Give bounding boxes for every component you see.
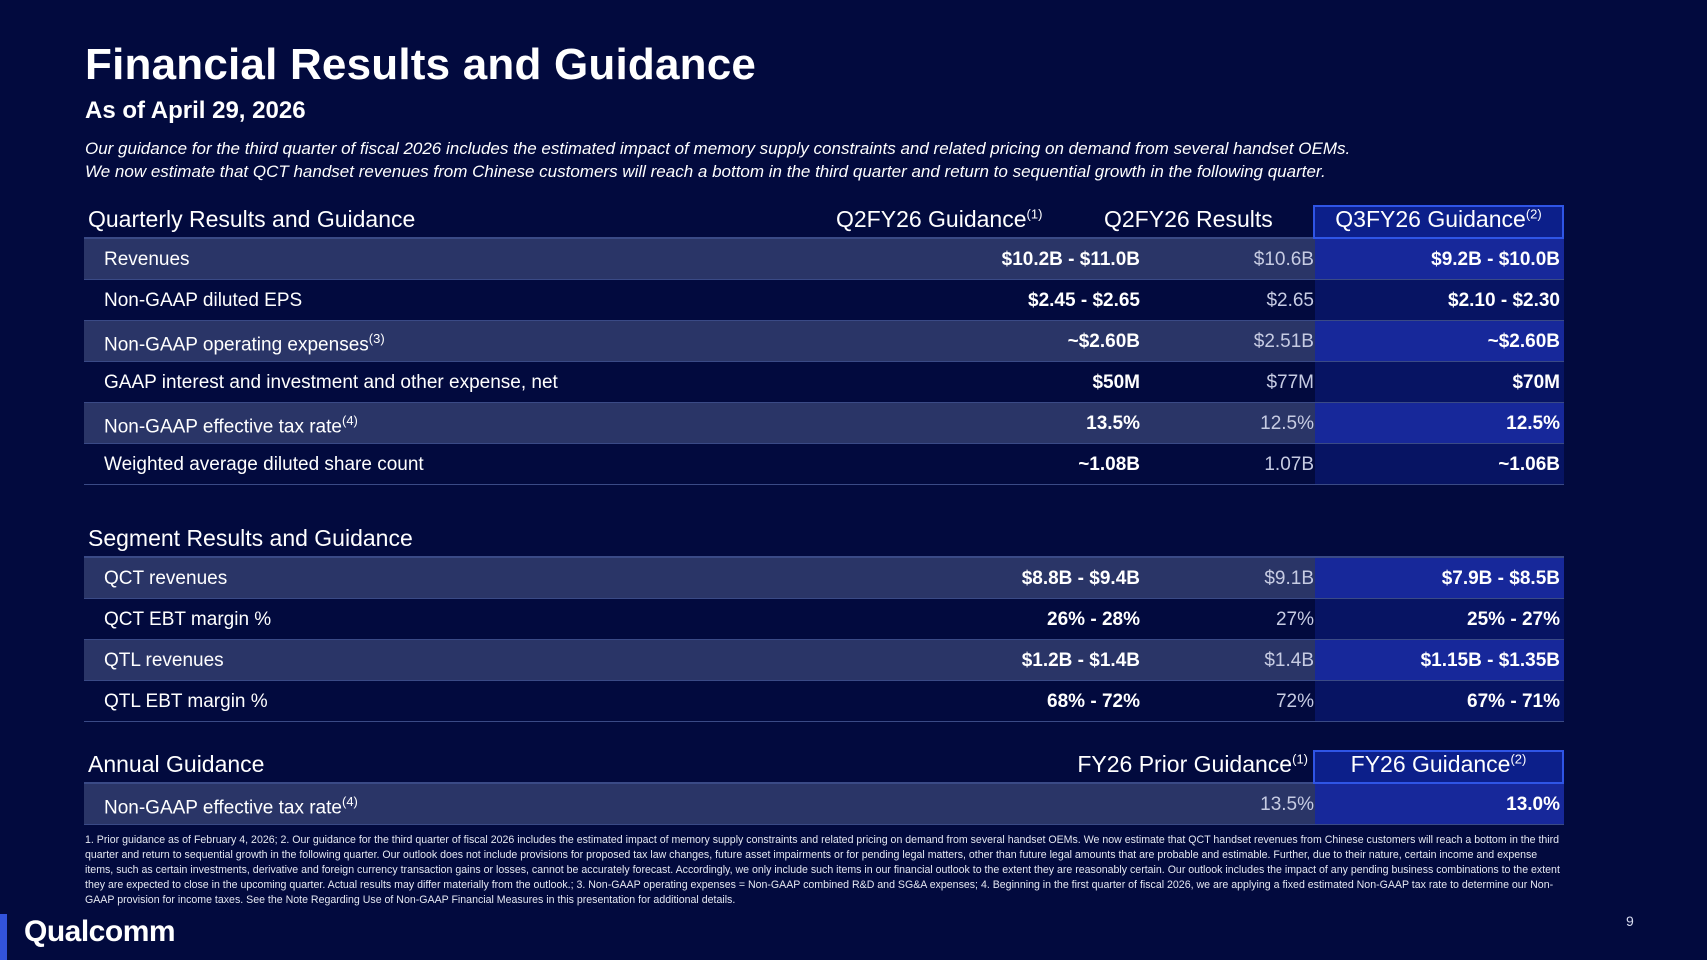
segment-header: Segment Results and Guidance xyxy=(84,520,1564,558)
segment-prior-guidance-value: $1.2B - $1.4B xyxy=(1021,650,1140,671)
quarterly-row: Non-GAAP diluted EPS $2.45 - $2.65 $2.65 $2… xyxy=(84,280,1564,321)
segment-row: QCT EBT margin % 26% - 28% 27% 25% - 27% xyxy=(84,599,1564,640)
segment-guidance-value: $7.9B - $8.5B xyxy=(1441,568,1560,589)
col-q3-guidance-highlight xyxy=(1313,205,1564,239)
intro-line-2: We now estimate that QCT handset revenue… xyxy=(85,162,1326,181)
intro-text: Our guidance for the third quarter of fi… xyxy=(85,137,1645,183)
quarterly-prior-guidance-value: $10.2B - $11.0B xyxy=(1001,249,1140,270)
page-number: 9 xyxy=(1626,913,1634,929)
highlight-cell xyxy=(1315,280,1564,320)
quarterly-row-label: Non-GAAP diluted EPS xyxy=(104,290,303,311)
segment-row: QTL EBT margin % 68% - 72% 72% 67% - 71% xyxy=(84,681,1564,722)
quarterly-guidance-value: ~$2.60B xyxy=(1487,331,1560,352)
highlight-cell xyxy=(1315,599,1564,639)
quarterly-guidance-value: 12.5% xyxy=(1506,413,1560,434)
quarterly-prior-guidance-value: ~$2.60B xyxy=(1067,331,1140,352)
segment-row-label: QCT EBT margin % xyxy=(104,609,272,630)
segment-prior-guidance-value: 68% - 72% xyxy=(1047,691,1140,712)
quarterly-results-value: 1.07B xyxy=(1264,454,1314,475)
quarterly-row: Revenues $10.2B - $11.0B $10.6B $9.2B - $10… xyxy=(84,239,1564,280)
quarterly-guidance-value: $2.10 - $2.30 xyxy=(1448,290,1560,311)
quarterly-prior-guidance-value: $2.45 - $2.65 xyxy=(1028,290,1140,311)
logo-accent-bar xyxy=(0,914,7,960)
highlight-cell xyxy=(1315,403,1564,443)
highlight-cell xyxy=(1315,681,1564,721)
segment-prior-guidance-value: 26% - 28% xyxy=(1047,609,1140,630)
quarterly-results-value: $10.6B xyxy=(1253,249,1314,270)
quarterly-results-value: 12.5% xyxy=(1260,413,1314,434)
segment-row: QCT revenues $8.8B - $9.4B $9.1B $7.9B - $8… xyxy=(84,558,1564,599)
quarterly-guidance-value: ~1.06B xyxy=(1498,454,1560,475)
quarterly-row-label: GAAP interest and investment and other e… xyxy=(104,372,558,393)
highlight-cell xyxy=(1315,640,1564,680)
quarterly-results-value: $2.51B xyxy=(1253,331,1314,352)
highlight-cell xyxy=(1315,444,1564,484)
segment-guidance-value: 25% - 27% xyxy=(1467,609,1560,630)
quarterly-title: Quarterly Results and Guidance xyxy=(88,206,416,232)
quarterly-prior-guidance-value: ~1.08B xyxy=(1078,454,1140,475)
quarterly-row-label: Revenues xyxy=(104,249,190,270)
quarterly-row: Non-GAAP effective tax rate(4) 13.5% 12.5%… xyxy=(84,403,1564,444)
col-q2-guidance-header: Q2FY26 Guidance(1) xyxy=(836,206,1043,232)
segment-prior-guidance-value: $8.8B - $9.4B xyxy=(1021,568,1140,589)
segment-results-value: 27% xyxy=(1275,609,1314,630)
segment-results-value: $1.4B xyxy=(1264,650,1314,671)
quarterly-results-value: $2.65 xyxy=(1266,290,1314,311)
quarterly-row: GAAP interest and investment and other e… xyxy=(84,362,1564,403)
segment-results-value: $9.1B xyxy=(1264,568,1314,589)
quarterly-prior-guidance-value: $50M xyxy=(1092,372,1140,393)
col-fy26-guidance-header: FY26 Guidance(2) xyxy=(1350,751,1527,777)
annual-row: Non-GAAP effective tax rate(4) 13.5% 13.… xyxy=(84,784,1564,825)
highlight-cell xyxy=(1315,321,1564,361)
annual-highlight-cell xyxy=(1315,784,1564,824)
quarterly-row-label: Weighted average diluted share count xyxy=(104,454,424,475)
quarterly-guidance-value: $9.2B - $10.0B xyxy=(1431,249,1560,270)
highlight-cell xyxy=(1315,558,1564,598)
quarterly-row: Non-GAAP operating expenses(3) ~$2.60B $2.… xyxy=(84,321,1564,362)
annual-guidance-value: 13.0% xyxy=(1506,794,1560,815)
quarterly-row-label: Non-GAAP effective tax rate(4) xyxy=(104,413,358,438)
quarterly-row-label: Non-GAAP operating expenses(3) xyxy=(104,331,385,356)
qualcomm-logo: Qualcomm xyxy=(24,915,176,948)
col-fy26-guidance-highlight xyxy=(1313,750,1564,784)
col-q3-guidance-header: Q3FY26 Guidance(2) xyxy=(1335,206,1542,232)
segment-row-label: QCT revenues xyxy=(104,568,228,589)
col-q2-results-header: Q2FY26 Results xyxy=(1104,206,1273,232)
col-fy26-prior-header: FY26 Prior Guidance(1) xyxy=(1077,751,1308,777)
segment-title: Segment Results and Guidance xyxy=(88,525,413,551)
highlight-cell xyxy=(1315,239,1564,279)
page-subtitle: As of April 29, 2026 xyxy=(85,97,306,124)
segment-table: Segment Results and Guidance QCT revenue… xyxy=(84,520,1564,722)
annual-prior-value: 13.5% xyxy=(1260,794,1314,815)
segment-row-label: QTL EBT margin % xyxy=(104,691,268,712)
quarterly-results-value: $77M xyxy=(1266,372,1314,393)
annual-table: Annual Guidance FY26 Prior Guidance(1) F… xyxy=(84,746,1564,825)
highlight-cell xyxy=(1315,362,1564,402)
quarterly-table: Quarterly Results and Guidance Q2FY26 Gu… xyxy=(84,201,1564,485)
segment-guidance-value: $1.15B - $1.35B xyxy=(1420,650,1560,671)
quarterly-prior-guidance-value: 13.5% xyxy=(1086,413,1140,434)
annual-title: Annual Guidance xyxy=(88,751,265,777)
segment-guidance-value: 67% - 71% xyxy=(1467,691,1560,712)
footnote: 1. Prior guidance as of February 4, 2026… xyxy=(85,834,1560,906)
annual-row-label: Non-GAAP effective tax rate(4) xyxy=(104,794,358,819)
segment-row: QTL revenues $1.2B - $1.4B $1.4B $1.15B - $… xyxy=(84,640,1564,681)
segment-results-value: 72% xyxy=(1275,691,1314,712)
quarterly-guidance-value: $70M xyxy=(1512,372,1560,393)
annual-header: Annual Guidance FY26 Prior Guidance(1) F… xyxy=(84,746,1564,784)
quarterly-row: Weighted average diluted share count ~1.0… xyxy=(84,444,1564,485)
page-title: Financial Results and Guidance xyxy=(85,40,757,89)
segment-row-label: QTL revenues xyxy=(104,650,224,671)
intro-line-1: Our guidance for the third quarter of fi… xyxy=(85,139,1351,158)
quarterly-header: Quarterly Results and Guidance Q2FY26 Gu… xyxy=(84,201,1564,239)
